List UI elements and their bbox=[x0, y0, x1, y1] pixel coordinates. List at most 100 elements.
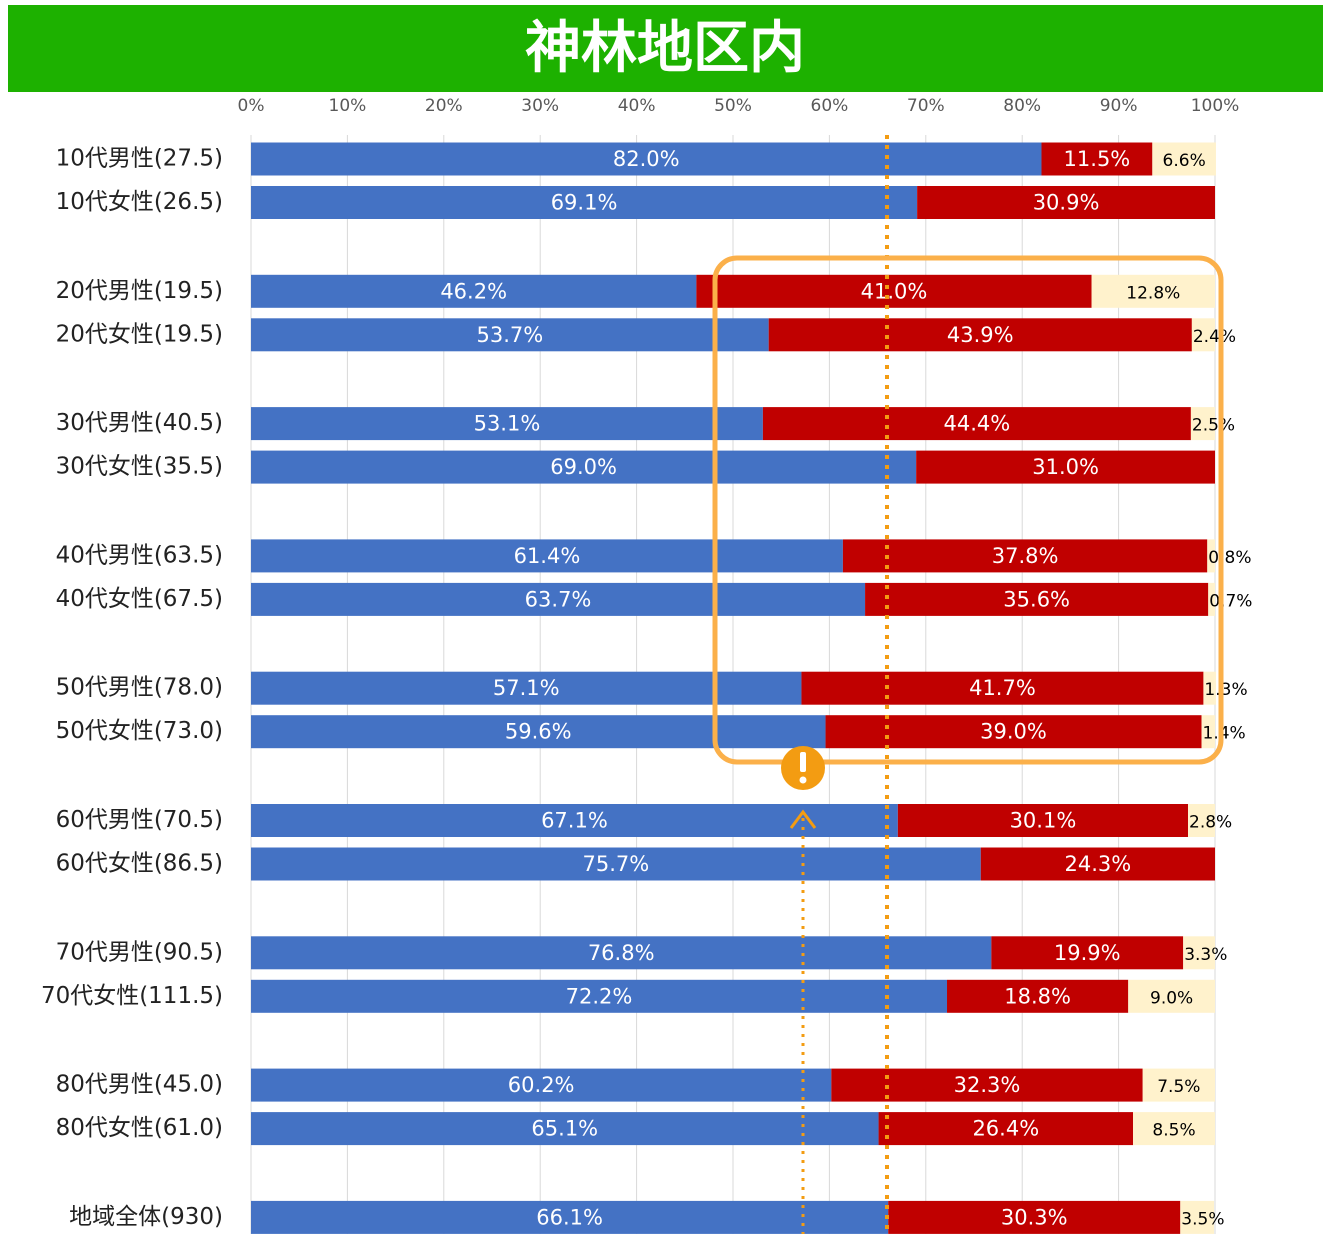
x-tick-label: 80% bbox=[1003, 96, 1041, 116]
data-label: 2.4% bbox=[1193, 327, 1236, 347]
data-label: 19.9% bbox=[1054, 941, 1121, 965]
bar-segment bbox=[251, 847, 981, 881]
data-label: 41.7% bbox=[969, 676, 1036, 700]
alert-icon-bar bbox=[800, 752, 806, 772]
bar-segment bbox=[1152, 142, 1216, 176]
data-label: 2.8% bbox=[1189, 813, 1232, 833]
data-label: 0.7% bbox=[1209, 591, 1252, 611]
y-tick-label: 60代男性(70.5) bbox=[56, 807, 223, 833]
data-label: 32.3% bbox=[954, 1073, 1021, 1097]
y-tick-label: 30代女性(35.5) bbox=[56, 454, 223, 480]
x-tick-label: 40% bbox=[618, 96, 656, 116]
data-label: 43.9% bbox=[947, 323, 1014, 347]
data-label: 26.4% bbox=[972, 1117, 1039, 1141]
y-tick-label: 10代女性(26.5) bbox=[56, 189, 223, 215]
data-label: 63.7% bbox=[525, 587, 592, 611]
y-tick-label: 40代女性(67.5) bbox=[56, 586, 223, 612]
bar-segment bbox=[1183, 936, 1215, 970]
data-label: 30.1% bbox=[1010, 809, 1077, 833]
bar-segment bbox=[251, 142, 1042, 176]
data-label: 61.4% bbox=[514, 544, 581, 568]
bar-segment bbox=[842, 539, 1208, 573]
data-label: 75.7% bbox=[583, 852, 650, 876]
bar-segment bbox=[1203, 671, 1216, 705]
y-tick-label: 40代男性(63.5) bbox=[56, 542, 223, 568]
y-tick-label: 70代女性(111.5) bbox=[41, 983, 223, 1009]
y-tick-label: 地域全体(930) bbox=[69, 1204, 223, 1230]
bar-segment bbox=[865, 582, 1209, 616]
data-label: 3.3% bbox=[1184, 945, 1227, 965]
bar-segment bbox=[251, 450, 917, 484]
data-label: 1.4% bbox=[1203, 724, 1246, 744]
x-tick-label: 90% bbox=[1100, 96, 1138, 116]
data-label: 66.1% bbox=[536, 1205, 603, 1229]
bar-segment bbox=[251, 318, 769, 352]
bar-segment bbox=[251, 582, 866, 616]
y-tick-label: 20代女性(19.5) bbox=[56, 321, 223, 347]
data-label: 0.8% bbox=[1208, 548, 1251, 568]
data-label: 24.3% bbox=[1065, 852, 1132, 876]
data-label: 11.5% bbox=[1064, 147, 1131, 171]
data-label: 44.4% bbox=[944, 412, 1011, 436]
data-label: 31.0% bbox=[1032, 455, 1099, 479]
bar-segment bbox=[917, 186, 1215, 219]
data-label: 7.5% bbox=[1157, 1077, 1200, 1097]
x-tick-label: 10% bbox=[329, 96, 367, 116]
data-label: 53.1% bbox=[474, 412, 541, 436]
data-label: 59.6% bbox=[505, 720, 572, 744]
bar-segment bbox=[1041, 142, 1153, 176]
bar-segment bbox=[251, 407, 763, 441]
x-tick-label: 70% bbox=[907, 96, 945, 116]
data-label: 69.1% bbox=[551, 191, 618, 215]
data-label: 65.1% bbox=[531, 1117, 598, 1141]
x-tick-label: 100% bbox=[1191, 96, 1240, 116]
bar-segment bbox=[1190, 407, 1215, 441]
data-label: 6.6% bbox=[1163, 151, 1206, 171]
bar-segment bbox=[1207, 539, 1215, 573]
bar-segment bbox=[251, 1068, 832, 1102]
data-label: 72.2% bbox=[566, 984, 633, 1008]
title-banner bbox=[8, 5, 1323, 92]
data-label: 67.1% bbox=[541, 809, 608, 833]
bar-segment bbox=[768, 318, 1192, 352]
y-tick-label: 20代男性(19.5) bbox=[56, 278, 223, 304]
highlight-box bbox=[712, 255, 1224, 765]
bar-segment bbox=[1180, 1200, 1215, 1234]
data-label: 9.0% bbox=[1150, 988, 1193, 1008]
data-label: 18.8% bbox=[1004, 984, 1071, 1008]
bar-segment bbox=[251, 936, 992, 970]
bar-segment bbox=[980, 847, 1215, 881]
data-label: 12.8% bbox=[1126, 283, 1180, 303]
bar-segment bbox=[801, 671, 1204, 705]
alert-icon-dot bbox=[799, 776, 807, 784]
x-tick-label: 30% bbox=[521, 96, 559, 116]
bar-segment bbox=[888, 1200, 1181, 1234]
data-label: 3.5% bbox=[1181, 1209, 1224, 1229]
bar-segment bbox=[251, 979, 948, 1013]
bar-segment bbox=[1201, 715, 1215, 749]
annotation bbox=[712, 135, 1224, 1234]
bar-segment bbox=[831, 1068, 1143, 1102]
bar-segment bbox=[1133, 1112, 1215, 1146]
data-label: 30.3% bbox=[1001, 1205, 1068, 1229]
x-tick-label: 60% bbox=[811, 96, 849, 116]
bar-segment bbox=[1142, 1068, 1215, 1102]
y-tick-label: 80代女性(61.0) bbox=[56, 1115, 223, 1141]
bar-segment bbox=[251, 671, 802, 705]
bar-segment bbox=[1188, 804, 1215, 837]
bar-segment bbox=[1208, 582, 1215, 616]
bar-segment bbox=[1091, 274, 1215, 308]
bar-segment bbox=[1191, 318, 1215, 352]
data-label: 1.3% bbox=[1204, 680, 1247, 700]
bar-segment bbox=[825, 715, 1202, 749]
data-label: 35.6% bbox=[1003, 587, 1070, 611]
y-tick-label: 10代男性(27.5) bbox=[56, 146, 223, 172]
data-label: 8.5% bbox=[1152, 1121, 1195, 1141]
bar-segment bbox=[251, 804, 898, 837]
bar-segment bbox=[1128, 979, 1215, 1013]
bar-segment bbox=[916, 450, 1215, 484]
bar-segment bbox=[251, 715, 826, 749]
chart-title: 神林地区内 bbox=[525, 16, 805, 81]
y-tick-label: 70代男性(90.5) bbox=[56, 939, 223, 965]
